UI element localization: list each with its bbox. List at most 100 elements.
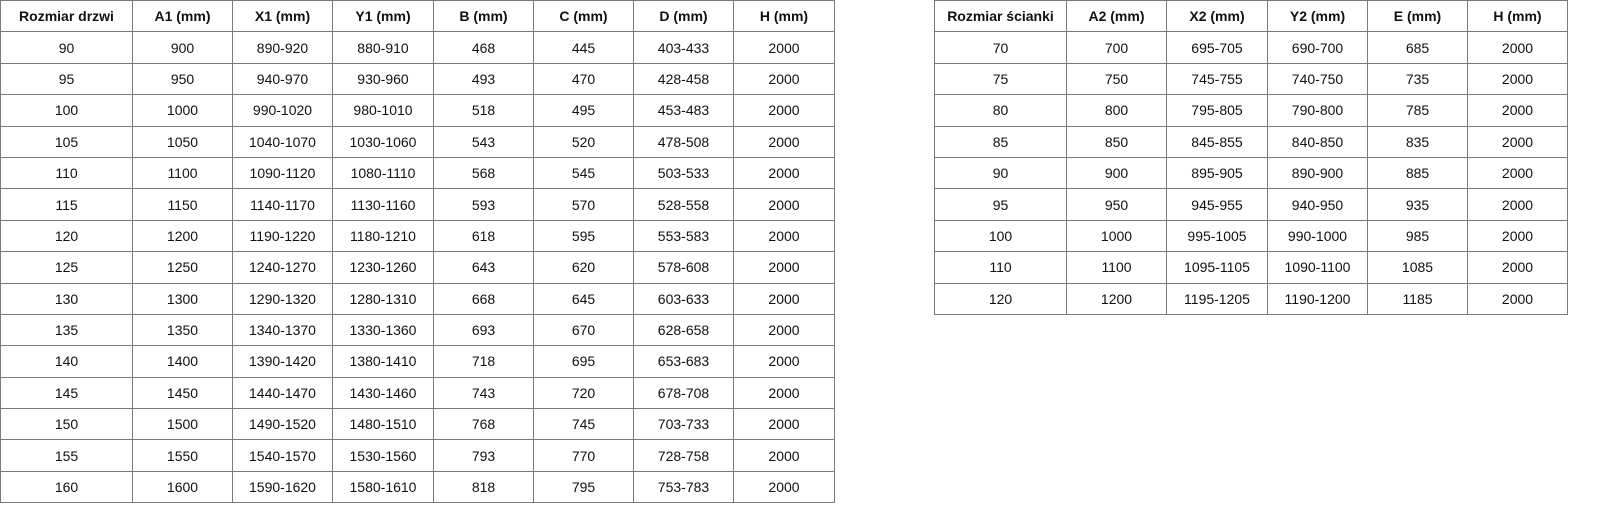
- table-cell: 1250: [132, 251, 233, 284]
- table-cell: 70: [934, 31, 1067, 64]
- table-row: 100 1000 995-1005 990-1000 985 2000: [934, 219, 1568, 253]
- table-row: 95 950 940-970 930-960 493 470 428-458 2000: [0, 62, 835, 96]
- table-cell: 1200: [1066, 282, 1167, 315]
- table-cell: 850: [1066, 125, 1167, 158]
- table-cell: 90: [934, 156, 1067, 190]
- table-cell: 1590-1620: [232, 470, 333, 504]
- table-row: 90 900 895-905 890-900 885 2000: [934, 156, 1568, 190]
- table-cell: 735: [1367, 62, 1468, 96]
- table-row: 130 1300 1290-1320 1280-1310 668 645 603-633 20…: [0, 282, 835, 315]
- table-cell: 1180-1210: [332, 219, 434, 253]
- table-row: 140 1400 1390-1420 1380-1410 718 695 653-683 20…: [0, 345, 835, 378]
- table-cell: 743: [433, 376, 534, 410]
- table-row: 70 700 695-705 690-700 685 2000: [934, 31, 1568, 64]
- table-cell: 753-783: [633, 470, 734, 504]
- table-cell: 1550: [132, 439, 233, 472]
- table-cell: 1130-1160: [332, 188, 434, 221]
- table-cell: 2000: [733, 62, 835, 96]
- table-cell: 1190-1200: [1267, 282, 1368, 315]
- table-cell: 935: [1367, 188, 1468, 221]
- table-cell: 1050: [132, 125, 233, 158]
- table-cell: 518: [433, 94, 534, 127]
- table-cell: 493: [433, 62, 534, 96]
- table-cell: 100: [0, 94, 133, 127]
- table-cell: 620: [533, 251, 634, 284]
- header-row: Rozmiar ścianki A2 (mm) X2 (mm) Y2 (mm) E (m…: [934, 0, 1568, 33]
- table-cell: 470: [533, 62, 634, 96]
- table-cell: 1580-1610: [332, 470, 434, 504]
- table-cell: 1100: [132, 156, 233, 190]
- column-header: H (mm): [733, 0, 835, 33]
- table-cell: 1040-1070: [232, 125, 333, 158]
- table-cell: 478-508: [633, 125, 734, 158]
- table-cell: 135: [0, 313, 133, 347]
- column-header: A2 (mm): [1066, 0, 1167, 33]
- table-cell: 95: [934, 188, 1067, 221]
- table-row: 90 900 890-920 880-910 468 445 403-433 2000: [0, 31, 835, 64]
- table-cell: 2000: [733, 251, 835, 284]
- table-cell: 720: [533, 376, 634, 410]
- table-cell: 678-708: [633, 376, 734, 410]
- table-cell: 568: [433, 156, 534, 190]
- table-cell: 950: [1066, 188, 1167, 221]
- table-cell: 670: [533, 313, 634, 347]
- table-cell: 2000: [1467, 62, 1568, 96]
- table-row: 110 1100 1095-1105 1090-1100 1085 2000: [934, 251, 1568, 284]
- table-cell: 700: [1066, 31, 1167, 64]
- table-cell: 940-950: [1267, 188, 1368, 221]
- table-cell: 1290-1320: [232, 282, 333, 315]
- table-cell: 1450: [132, 376, 233, 410]
- table-cell: 645: [533, 282, 634, 315]
- table-cell: 990-1000: [1267, 219, 1368, 253]
- table-cell: 160: [0, 470, 133, 504]
- table-cell: 1185: [1367, 282, 1468, 315]
- table-row: 100 1000 990-1020 980-1010 518 495 453-483 2000: [0, 94, 835, 127]
- table-row: 75 750 745-755 740-750 735 2000: [934, 62, 1568, 96]
- table-cell: 543: [433, 125, 534, 158]
- table-cell: 845-855: [1166, 125, 1268, 158]
- table-cell: 2000: [1467, 31, 1568, 64]
- table-cell: 2000: [1467, 125, 1568, 158]
- table-cell: 703-733: [633, 408, 734, 441]
- table-cell: 130: [0, 282, 133, 315]
- table-cell: 835: [1367, 125, 1468, 158]
- table-row: 120 1200 1190-1220 1180-1210 618 595 553-583 20…: [0, 219, 835, 253]
- table-cell: 990-1020: [232, 94, 333, 127]
- header-row: Rozmiar drzwi A1 (mm) X1 (mm) Y1 (mm) B (mm)…: [0, 0, 835, 33]
- table-cell: 110: [0, 156, 133, 190]
- table-cell: 593: [433, 188, 534, 221]
- table-row: 110 1100 1090-1120 1080-1110 568 545 503-533 20…: [0, 156, 835, 190]
- table-cell: 1440-1470: [232, 376, 333, 410]
- table-cell: 2000: [733, 470, 835, 504]
- table-cell: 785: [1367, 94, 1468, 127]
- table-cell: 880-910: [332, 31, 434, 64]
- table-row: 120 1200 1195-1205 1190-1200 1185 2000: [934, 282, 1568, 315]
- table-cell: 2000: [733, 125, 835, 158]
- table-cell: 1490-1520: [232, 408, 333, 441]
- table-cell: 1090-1120: [232, 156, 333, 190]
- table-cell: 1230-1260: [332, 251, 434, 284]
- table-cell: 2000: [1467, 156, 1568, 190]
- table-cell: 520: [533, 125, 634, 158]
- table-cell: 950: [132, 62, 233, 96]
- table-cell: 110: [934, 251, 1067, 284]
- table-cell: 770: [533, 439, 634, 472]
- table-row: 80 800 795-805 790-800 785 2000: [934, 94, 1568, 127]
- table-cell: 790-800: [1267, 94, 1368, 127]
- table-cell: 2000: [733, 439, 835, 472]
- table-cell: 818: [433, 470, 534, 504]
- table-cell: 1500: [132, 408, 233, 441]
- table-cell: 2000: [733, 156, 835, 190]
- table-row: 160 1600 1590-1620 1580-1610 818 795 753-783 20…: [0, 470, 835, 504]
- table-cell: 2000: [733, 345, 835, 378]
- table-cell: 428-458: [633, 62, 734, 96]
- table-cell: 155: [0, 439, 133, 472]
- table-cell: 528-558: [633, 188, 734, 221]
- column-header: C (mm): [533, 0, 634, 33]
- table-cell: 1280-1310: [332, 282, 434, 315]
- table-cell: 570: [533, 188, 634, 221]
- table-cell: 1150: [132, 188, 233, 221]
- table-cell: 75: [934, 62, 1067, 96]
- table-cell: 140: [0, 345, 133, 378]
- table-cell: 945-955: [1166, 188, 1268, 221]
